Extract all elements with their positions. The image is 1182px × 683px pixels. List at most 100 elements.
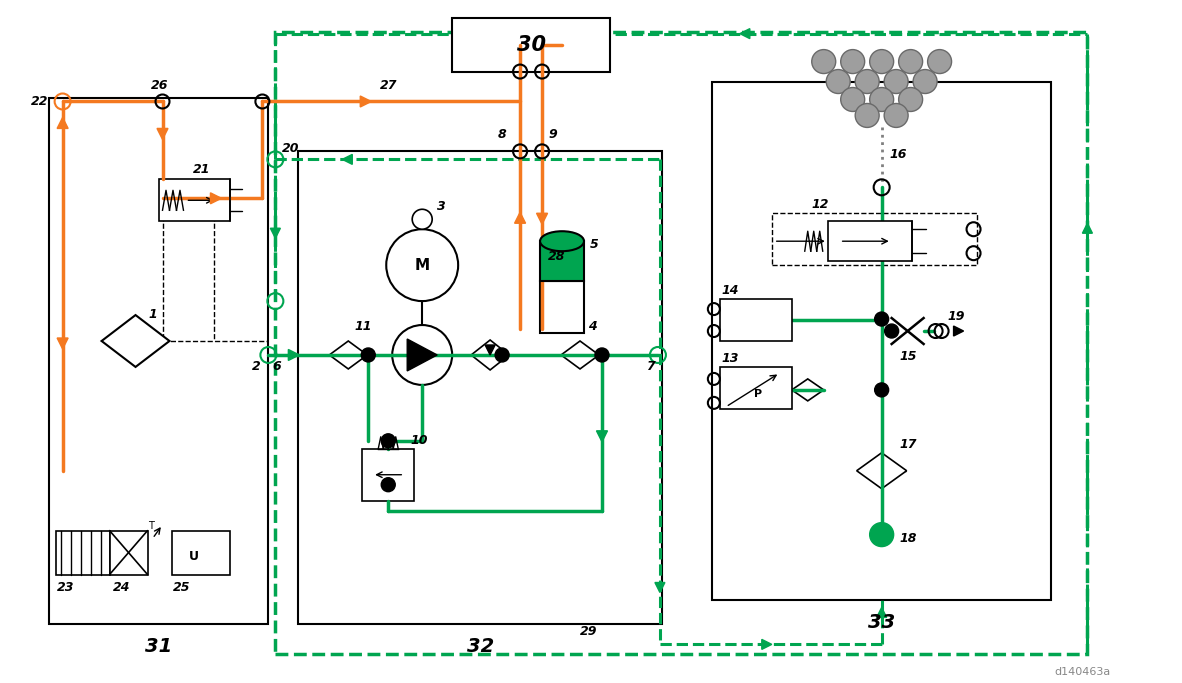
Circle shape	[928, 50, 952, 74]
Polygon shape	[408, 339, 437, 371]
Text: 11: 11	[355, 320, 372, 333]
Bar	[173, 531, 230, 574]
Polygon shape	[954, 326, 963, 336]
Text: 26: 26	[150, 79, 168, 92]
Circle shape	[595, 348, 609, 362]
Polygon shape	[343, 154, 352, 165]
Circle shape	[884, 70, 908, 94]
Polygon shape	[361, 96, 371, 107]
Bar	[720, 367, 792, 409]
Bar	[158, 180, 230, 221]
Text: 16: 16	[890, 148, 907, 161]
Circle shape	[826, 70, 850, 94]
Text: 19: 19	[948, 310, 965, 323]
Text: 22: 22	[31, 96, 48, 109]
Polygon shape	[157, 128, 168, 139]
Text: 2: 2	[253, 360, 261, 373]
Text: 20: 20	[282, 142, 300, 155]
Text: d140463a: d140463a	[1054, 667, 1111, 678]
Text: 10: 10	[410, 434, 428, 447]
Bar	[720, 299, 792, 341]
Text: 6: 6	[272, 360, 281, 373]
Circle shape	[856, 70, 879, 94]
Circle shape	[387, 229, 459, 301]
Polygon shape	[485, 345, 495, 355]
Polygon shape	[288, 350, 299, 361]
Text: 23: 23	[57, 581, 74, 594]
Polygon shape	[597, 431, 608, 442]
Polygon shape	[330, 341, 368, 369]
Text: 27: 27	[381, 79, 398, 92]
Bar	[275, 31, 1087, 654]
Text: 15: 15	[900, 350, 917, 363]
Bar	[540, 281, 584, 333]
Text: 13: 13	[722, 352, 740, 365]
Polygon shape	[102, 315, 169, 367]
Text: 21: 21	[193, 163, 210, 176]
Text: 18: 18	[900, 531, 917, 544]
Bar	[110, 531, 148, 574]
Circle shape	[382, 477, 395, 492]
Text: 29: 29	[580, 626, 598, 639]
Circle shape	[875, 312, 889, 326]
Circle shape	[413, 209, 433, 229]
Polygon shape	[792, 379, 824, 401]
Polygon shape	[655, 583, 665, 592]
Text: 24: 24	[112, 581, 130, 594]
Text: M: M	[415, 257, 430, 273]
Polygon shape	[57, 117, 69, 128]
Circle shape	[362, 348, 375, 362]
Polygon shape	[210, 193, 221, 204]
Polygon shape	[537, 213, 547, 224]
Text: 8: 8	[498, 128, 507, 141]
Circle shape	[392, 325, 453, 385]
Text: T: T	[149, 520, 155, 531]
Text: 4: 4	[587, 320, 597, 333]
Text: 3: 3	[437, 200, 446, 213]
Bar	[48, 98, 268, 624]
Circle shape	[914, 70, 937, 94]
Circle shape	[898, 50, 923, 74]
Circle shape	[870, 50, 894, 74]
Polygon shape	[740, 29, 749, 39]
Bar	[298, 152, 662, 624]
Polygon shape	[271, 228, 280, 238]
Circle shape	[856, 104, 879, 128]
Circle shape	[884, 104, 908, 128]
Polygon shape	[877, 607, 886, 617]
Polygon shape	[561, 341, 599, 369]
Polygon shape	[472, 340, 509, 370]
Text: 33: 33	[868, 613, 895, 632]
Circle shape	[495, 348, 509, 362]
Ellipse shape	[540, 232, 584, 251]
Bar	[540, 241, 584, 281]
Text: 9: 9	[548, 128, 557, 141]
Polygon shape	[57, 338, 69, 349]
Text: 12: 12	[812, 198, 830, 211]
Text: P: P	[754, 389, 762, 399]
Text: 28: 28	[548, 250, 565, 263]
Text: 14: 14	[722, 284, 740, 297]
Polygon shape	[1083, 223, 1092, 233]
Text: 30: 30	[517, 35, 546, 55]
Text: 7: 7	[645, 360, 655, 373]
Bar	[362, 449, 414, 501]
Circle shape	[840, 87, 865, 111]
Circle shape	[898, 87, 923, 111]
Text: U: U	[188, 550, 199, 563]
Circle shape	[382, 434, 395, 448]
Text: 1: 1	[149, 308, 157, 321]
Circle shape	[870, 87, 894, 111]
Circle shape	[870, 522, 894, 546]
Bar	[712, 81, 1052, 600]
Circle shape	[884, 324, 898, 338]
Bar	[772, 213, 976, 265]
Bar	[56, 531, 110, 574]
Text: 32: 32	[467, 637, 494, 656]
Circle shape	[875, 383, 889, 397]
Text: 31: 31	[145, 637, 173, 656]
Circle shape	[840, 50, 865, 74]
Circle shape	[812, 50, 836, 74]
Bar	[827, 221, 911, 261]
Text: 17: 17	[900, 438, 917, 451]
